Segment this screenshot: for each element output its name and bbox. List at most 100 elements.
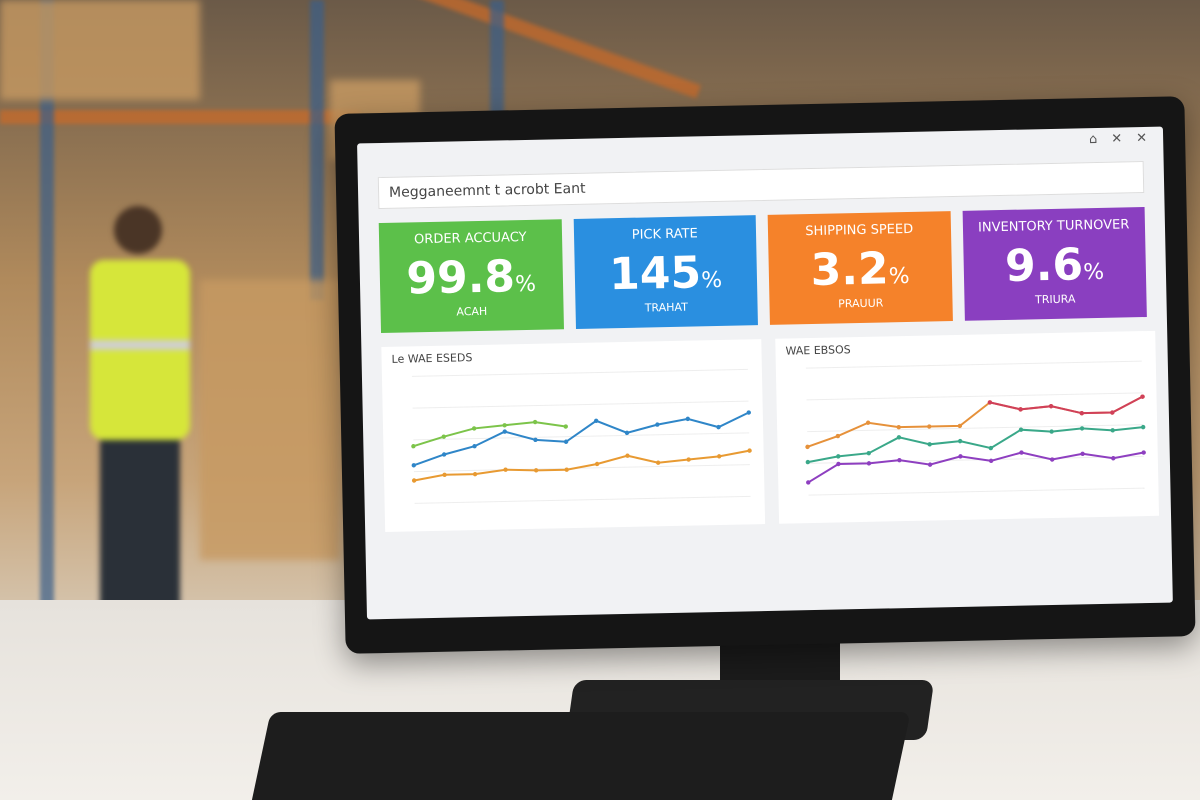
data-point [533, 468, 539, 473]
kpi-unit: % [888, 263, 910, 290]
data-point [1110, 428, 1115, 433]
worker [90, 206, 190, 630]
data-point [866, 461, 872, 466]
kpi-value: 3.2% [768, 242, 952, 297]
data-point [442, 472, 447, 477]
kpi-caption: TRIURA [1034, 292, 1076, 307]
data-point [686, 457, 691, 462]
kpi-label: PICK RATE [631, 226, 698, 243]
data-point [1079, 410, 1084, 416]
monitor: ⌂ ✕ ✕ Megganeemnt t acrobt Eant ORDER AC… [334, 96, 1196, 654]
grid-line [807, 424, 1144, 433]
data-point [957, 438, 963, 444]
lock-button[interactable]: ⌂ [1088, 131, 1098, 148]
data-point [1079, 426, 1085, 431]
kpi-card: PICK RATE 145% TRAHAT [573, 215, 758, 329]
grid-line [808, 487, 1145, 496]
data-point [806, 480, 811, 485]
line-chart [411, 368, 752, 504]
series-line [807, 395, 1144, 448]
series-line [413, 449, 750, 482]
data-point [746, 410, 751, 415]
grid-line [807, 455, 1144, 464]
kpi-label: INVENTORY TURNOVER [977, 217, 1130, 236]
keyboard [249, 712, 911, 800]
minimize-button[interactable]: ✕ [1111, 131, 1123, 147]
grid-line [412, 400, 749, 409]
shelf [0, 110, 360, 124]
data-point [1019, 450, 1024, 455]
chart-panel: WAE EBSOS [775, 330, 1160, 524]
grid-line [414, 495, 751, 504]
kpi-card: SHIPPING SPEED 3.2% PRAUUR [767, 211, 953, 325]
boxes [0, 0, 200, 100]
data-point [594, 461, 600, 467]
data-point [865, 420, 871, 425]
line-chart [805, 360, 1146, 496]
data-point [716, 424, 721, 430]
data-point [987, 400, 993, 405]
grid-line [411, 368, 748, 377]
data-point [685, 416, 691, 422]
data-point [866, 451, 871, 456]
data-point [836, 454, 841, 459]
data-point [1018, 427, 1024, 432]
kpi-value: 99.8% [379, 250, 563, 305]
kpi-label: ORDER ACCUACY [413, 229, 527, 248]
shelf-post [40, 0, 54, 620]
kpi-row: ORDER ACCUACY 99.8% ACAH PICK RATE 145% TRAHA… [378, 207, 1147, 334]
data-point [957, 423, 963, 429]
chart-title: WAE EBSOS [785, 343, 851, 358]
data-point [988, 458, 994, 464]
data-point [1048, 403, 1054, 409]
data-point [958, 454, 963, 459]
data-point [532, 419, 538, 425]
data-point [1140, 394, 1145, 399]
kpi-unit: % [514, 271, 537, 298]
kpi-caption: ACAH [456, 304, 488, 319]
data-point [411, 463, 417, 468]
grid-line [413, 464, 750, 473]
data-point [624, 430, 630, 436]
data-point [1080, 451, 1085, 457]
data-point [1110, 410, 1115, 415]
kpi-label: SHIPPING SPEED [805, 221, 914, 240]
kpi-unit: % [700, 267, 723, 294]
data-point [593, 418, 599, 424]
kpi-value: 9.6% [963, 238, 1147, 293]
data-point [1049, 457, 1055, 462]
kpi-number: 9.6 [1004, 239, 1084, 292]
data-point [1140, 424, 1146, 430]
data-point [747, 448, 752, 453]
data-point [625, 453, 630, 458]
data-point [563, 439, 569, 444]
series-line [989, 395, 1144, 415]
data-point [1111, 456, 1116, 461]
data-point [503, 467, 508, 472]
data-point [563, 424, 568, 429]
kpi-unit: % [1082, 259, 1105, 286]
data-point [655, 460, 661, 465]
grid-line [806, 392, 1143, 401]
close-button[interactable]: ✕ [1136, 130, 1148, 147]
data-point [1141, 450, 1146, 455]
data-point [896, 424, 901, 430]
data-point [471, 426, 477, 431]
chart-title: Le WAE ESEDS [391, 351, 473, 366]
data-point [988, 445, 994, 451]
data-point [897, 457, 902, 463]
kpi-number: 3.2 [810, 243, 890, 297]
data-point [1018, 407, 1023, 412]
series-line [413, 421, 566, 448]
chart-row: Le WAE ESEDS WAE EBSOS [381, 330, 1160, 532]
data-point [411, 444, 416, 449]
data-point [441, 452, 447, 457]
data-point [836, 461, 841, 467]
kpi-card: INVENTORY TURNOVER 9.6% TRIURA [962, 207, 1147, 321]
chart-panel: Le WAE ESEDS [381, 339, 766, 532]
data-point [927, 442, 932, 447]
data-point [411, 478, 417, 483]
data-point [472, 444, 477, 449]
